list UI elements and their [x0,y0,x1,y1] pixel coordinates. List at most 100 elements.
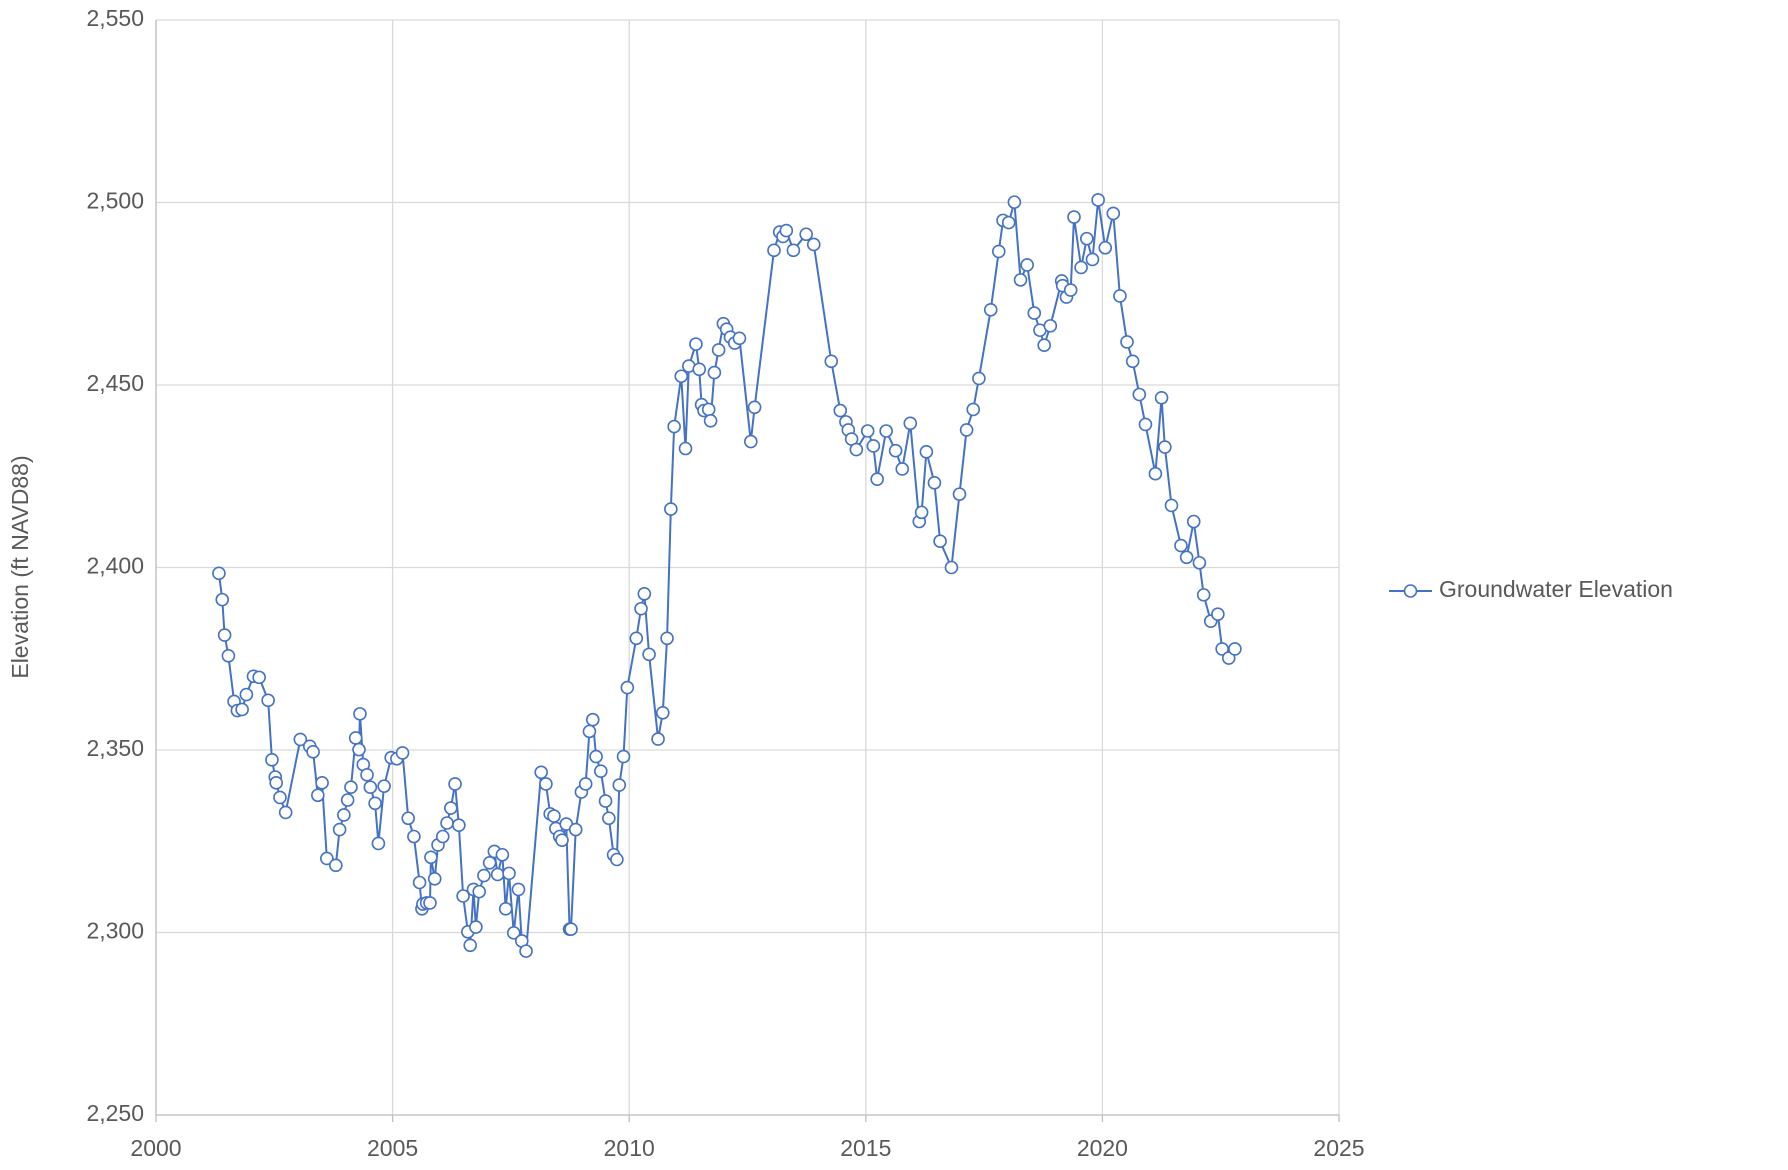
data-point [1158,440,1172,454]
data-point [1013,273,1028,287]
y-tick-label: 2,500 [86,188,144,214]
data-point [340,793,355,807]
data-point [348,731,363,745]
data-point [1074,260,1088,275]
data-point [612,778,627,792]
data-point [427,872,442,886]
x-tick-label: 2020 [1077,1135,1128,1161]
data-point [329,858,343,873]
data-point [732,331,747,346]
data-point [261,693,275,708]
data-point [1186,514,1201,529]
data-point [1164,498,1179,513]
data-point [490,867,505,882]
data-point [424,850,438,865]
data-point [651,732,665,746]
data-point [972,371,986,386]
data-point [578,777,593,791]
data-point [1192,555,1207,570]
y-tick-label: 2,300 [86,918,144,944]
data-point [933,534,947,549]
data-point [547,809,561,823]
data-point [786,243,801,258]
data-point [269,776,283,790]
data-point [395,746,410,760]
data-point [903,416,918,431]
data-point [568,822,583,837]
data-point [833,403,848,418]
data-point [952,487,967,501]
data-point [440,816,454,830]
y-tick-label: 2,400 [86,553,144,579]
data-point [664,502,678,516]
data-point [959,423,974,437]
data-point [1120,335,1134,349]
data-point [360,768,374,782]
data-point [692,362,707,377]
data-point [217,628,232,642]
x-tick-label: 2015 [840,1135,891,1161]
data-point [689,337,703,351]
data-point [1007,195,1022,209]
data-point [435,829,450,844]
data-point [637,586,652,601]
data-point [448,777,462,791]
data-point [927,476,942,490]
data-point [1043,319,1058,333]
data-point [506,926,521,940]
data-point [235,702,249,717]
data-point [944,560,959,575]
data-point [620,680,635,695]
data-point [589,749,603,764]
data-point [610,852,624,867]
data-point [895,462,910,476]
data-point [799,227,813,242]
data-point [1085,252,1100,267]
data-point [1174,538,1188,553]
data-point [221,649,236,663]
data-point [332,822,347,837]
data-point [1037,338,1051,353]
data-point [1228,642,1242,656]
data-point [711,343,726,357]
data-point [870,472,884,486]
y-tick-label: 2,450 [86,370,144,396]
data-point [660,631,674,646]
data-point [498,901,513,916]
data-point [265,753,279,767]
data-point [444,801,458,815]
data-point [1001,215,1016,230]
data-point [212,566,226,581]
data-point [456,889,470,903]
data-point [701,402,716,417]
data-point [1196,588,1211,602]
data-point [407,829,421,844]
data-point [806,237,821,252]
data-point [1138,417,1153,432]
data-point [991,244,1006,259]
y-tick-label: 2,250 [86,1100,144,1126]
data-point [463,938,478,953]
data-point [472,884,486,899]
data-point [824,354,839,369]
data-point [315,776,329,790]
data-point [642,647,656,662]
data-point [1091,193,1105,207]
data-point [1154,390,1169,405]
data-point [1063,283,1078,297]
data-point [1020,258,1034,272]
data-point [1179,550,1194,565]
data-point [1079,231,1094,246]
data-point [598,794,613,808]
data-point [1148,466,1163,481]
data-point [602,811,616,826]
data-point [667,419,681,434]
data-point [1221,651,1236,665]
data-point [582,724,597,739]
legend-marker [1403,584,1418,598]
legend-label: Groundwater Elevation [1439,576,1673,602]
data-point [594,764,608,778]
data-point [477,868,491,883]
data-line [217,199,1236,952]
